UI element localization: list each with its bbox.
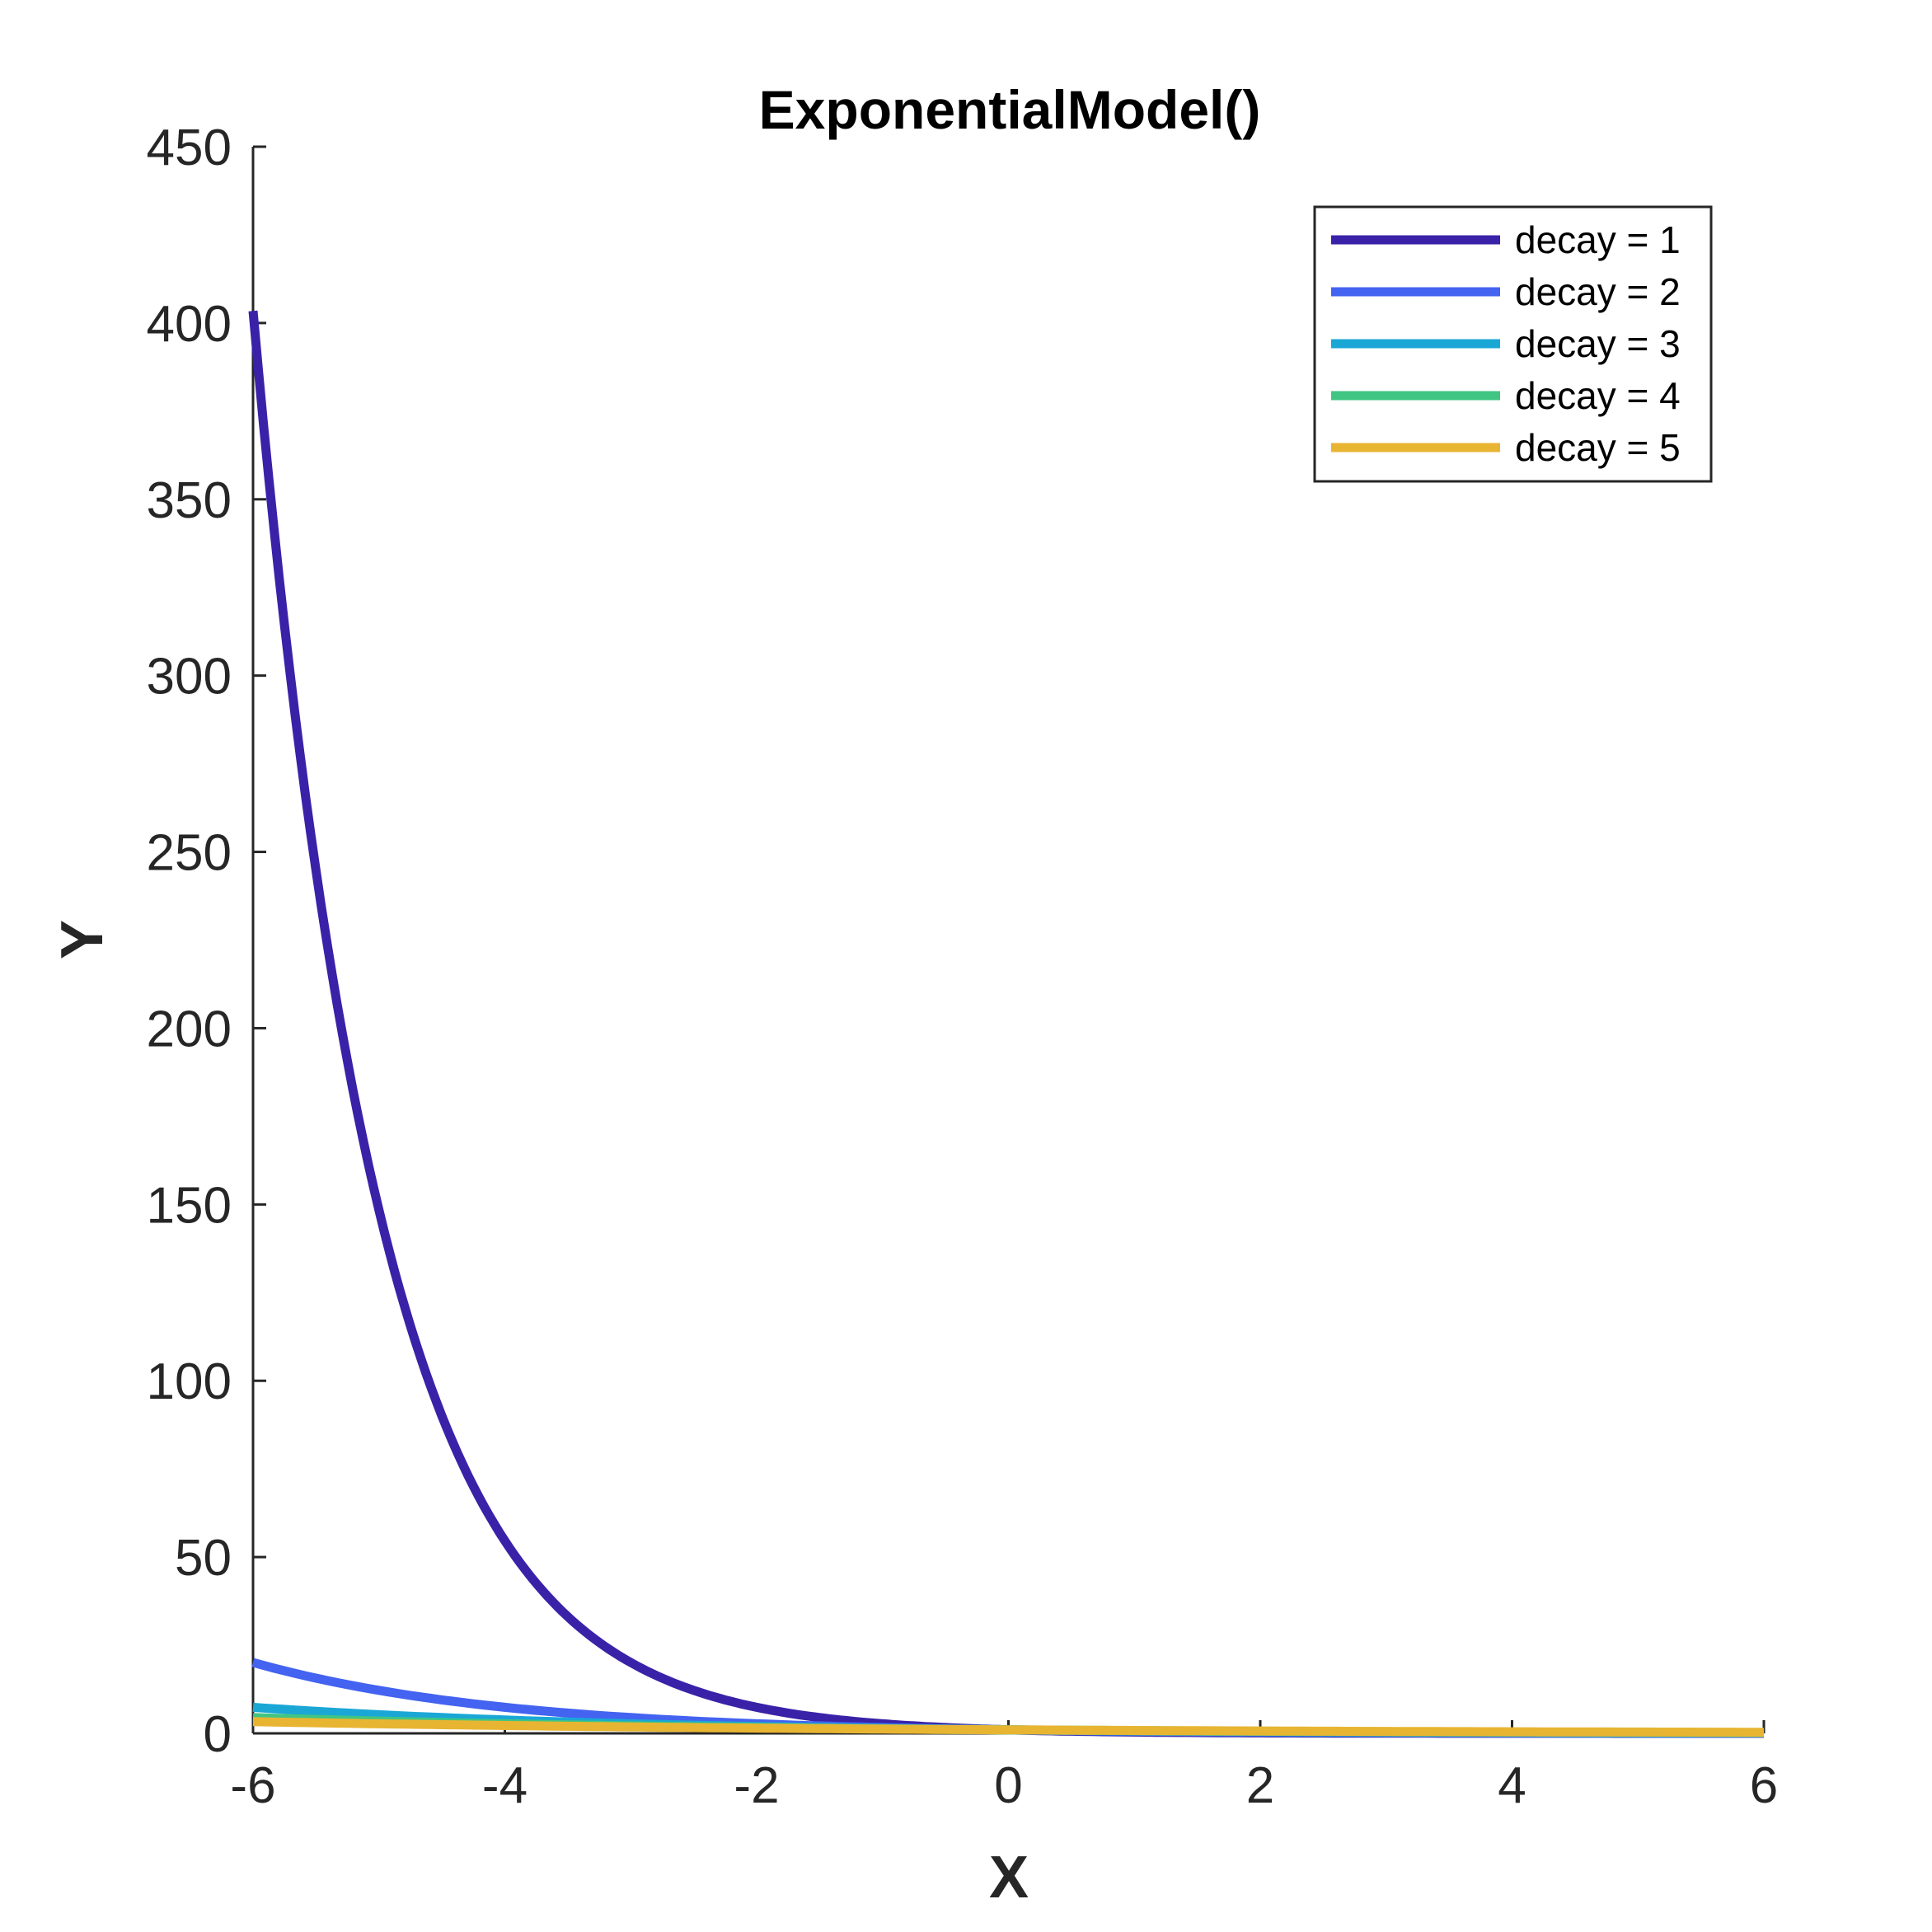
legend-items: decay = 1 decay = 2 decay = 3 decay = 4 deca… (1331, 218, 1681, 469)
x-tick-label: 4 (1498, 1757, 1526, 1814)
y-tick-label: 200 (147, 1001, 232, 1057)
legend-label: decay = 2 (1515, 270, 1681, 313)
y-tick-label: 50 (175, 1530, 232, 1587)
y-tick-label: 250 (147, 825, 232, 882)
y-tick-label: 450 (147, 120, 232, 176)
y-axis-title: Y (49, 920, 115, 959)
y-tick-label: 400 (147, 296, 232, 353)
x-tick-label: -6 (230, 1757, 275, 1814)
y-tick-label: 300 (147, 649, 232, 706)
chart-title: ExponentialModel() (759, 79, 1261, 140)
y-tick-label: 350 (147, 472, 232, 529)
x-ticks: -6 -4 -2 0 2 4 6 (230, 1720, 1778, 1814)
legend-label: decay = 5 (1515, 426, 1681, 469)
x-axis-title: X (989, 1845, 1029, 1911)
x-tick-label: -2 (734, 1757, 779, 1814)
x-tick-label: -4 (482, 1757, 528, 1814)
y-tick-label: 150 (147, 1177, 232, 1234)
x-tick-label: 2 (1246, 1757, 1274, 1814)
legend-label: decay = 4 (1515, 374, 1681, 417)
series-line-decay-1 (248, 310, 1764, 1738)
series-lines (248, 310, 1765, 1738)
y-tick-label: 100 (147, 1353, 232, 1410)
legend-label: decay = 1 (1515, 218, 1681, 261)
y-ticks: 0 50 100 150 200 250 300 350 400 450 (147, 120, 266, 1763)
x-tick-label: 0 (994, 1757, 1022, 1814)
series-line-decay-5 (252, 1717, 1764, 1737)
legend-label: decay = 3 (1515, 322, 1681, 365)
x-tick-label: 6 (1750, 1757, 1778, 1814)
y-tick-label: 0 (204, 1706, 232, 1763)
legend: decay = 1 decay = 2 decay = 3 decay = 4 deca… (1313, 205, 1713, 483)
